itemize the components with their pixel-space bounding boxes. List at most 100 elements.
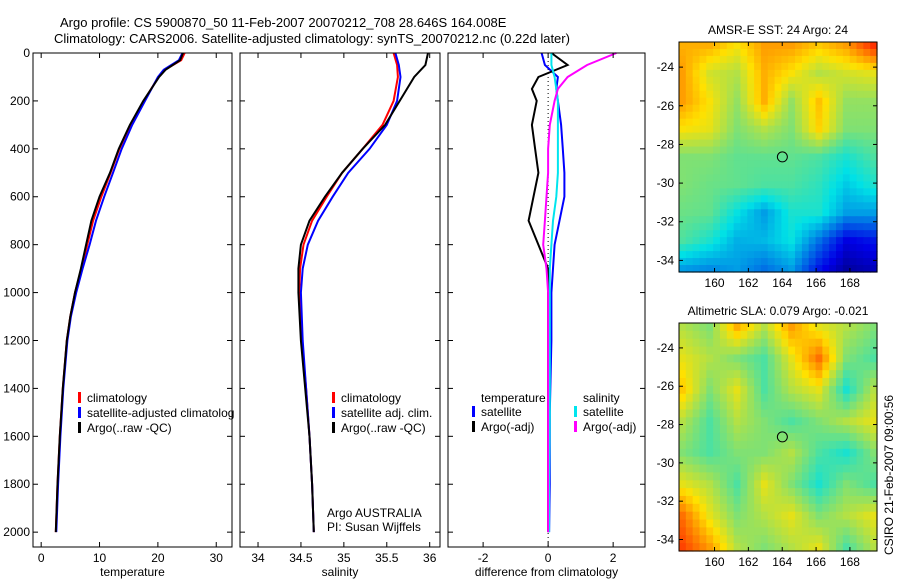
map-cell (767, 464, 776, 473)
map-cell (836, 132, 844, 141)
map-cell (726, 511, 735, 521)
map-cell (760, 330, 769, 340)
map-cell (760, 167, 769, 176)
map-cell (842, 209, 851, 217)
map-cell (788, 527, 796, 536)
map-cell (863, 90, 871, 99)
map-cell (767, 97, 776, 106)
map-cell (801, 433, 810, 442)
map-cell (829, 160, 837, 169)
map-cell (733, 433, 742, 442)
map-cell (699, 448, 707, 458)
map-cell (719, 237, 728, 245)
map-cell (856, 83, 864, 92)
map-cell (713, 330, 721, 340)
map-cell (754, 237, 762, 245)
map-cell (836, 90, 844, 99)
map-cell (713, 346, 721, 356)
map-cell (699, 139, 707, 148)
map-cell (815, 244, 823, 252)
map-cell (719, 535, 728, 544)
map-cell (822, 251, 830, 259)
map-cell (788, 69, 796, 78)
map-cell (815, 223, 823, 231)
map-cell (719, 378, 728, 387)
map-cell (719, 97, 728, 106)
map-cell (842, 488, 851, 497)
map-cell (808, 393, 817, 403)
map-cell (849, 237, 858, 245)
map-cell (719, 338, 728, 348)
map-cell (781, 480, 789, 489)
map-cell (740, 401, 748, 411)
map-cell (836, 440, 844, 450)
map-cell (740, 104, 748, 113)
map-cell (733, 216, 742, 224)
map-cell (747, 83, 755, 92)
series-line-salinity-satellite (548, 53, 559, 533)
map-cell (699, 188, 707, 196)
map-cell (713, 209, 721, 217)
x-tick-label: -2 (478, 551, 489, 565)
map-cell (863, 160, 871, 169)
map-cell (685, 104, 694, 113)
map-cell (747, 174, 755, 182)
map-cell (692, 90, 701, 99)
map-cell (822, 202, 830, 210)
map-cell (788, 153, 796, 162)
map-cell (829, 125, 837, 134)
map-cell (754, 511, 762, 521)
map-cell (706, 258, 714, 266)
map-cell (740, 456, 748, 466)
map-cell (829, 230, 837, 238)
map-cell (801, 146, 810, 155)
map-cell (774, 362, 783, 371)
map-cell (733, 167, 742, 176)
map-cell (795, 209, 803, 217)
map-cell (788, 409, 796, 418)
map-cell (774, 535, 783, 544)
map-cell (788, 440, 796, 450)
map-cell (815, 265, 823, 273)
map-cell (692, 251, 701, 259)
map-cell (733, 503, 742, 513)
map-cell (679, 202, 687, 210)
map-cell (815, 209, 823, 217)
map-cell (836, 216, 844, 224)
map-cell (685, 55, 694, 64)
map-cell (870, 76, 878, 85)
map-cell (836, 433, 844, 442)
map-cell (870, 90, 878, 99)
map-cell (808, 346, 817, 356)
map-cell (808, 401, 817, 411)
y-tick-label: -30 (657, 456, 675, 470)
map-cell (747, 251, 755, 259)
map-cell (699, 535, 707, 544)
map-cell (733, 69, 742, 78)
map-cell (822, 543, 830, 552)
map-cell (679, 251, 687, 259)
map-cell (836, 409, 844, 418)
map-cell (801, 209, 810, 217)
map-cell (870, 378, 878, 387)
map-cell (795, 181, 803, 189)
map-cell (760, 111, 769, 120)
map-cell (788, 174, 796, 182)
map-cell (713, 440, 721, 450)
map-cell (719, 146, 728, 155)
map-cell (815, 480, 823, 489)
map-cell (795, 90, 803, 99)
map-cell (733, 76, 742, 85)
map-cell (788, 97, 796, 106)
map-cell (863, 480, 871, 489)
map-cell (733, 230, 742, 238)
map-cell (829, 464, 837, 473)
map-cell (801, 55, 810, 64)
map-cell (774, 511, 783, 521)
map-cell (849, 480, 858, 489)
x-axis-label: temperature (100, 565, 165, 579)
map-cell (856, 495, 864, 505)
x-tick-label: 30 (210, 551, 224, 565)
map-cell (713, 69, 721, 78)
map-cell (747, 153, 755, 162)
